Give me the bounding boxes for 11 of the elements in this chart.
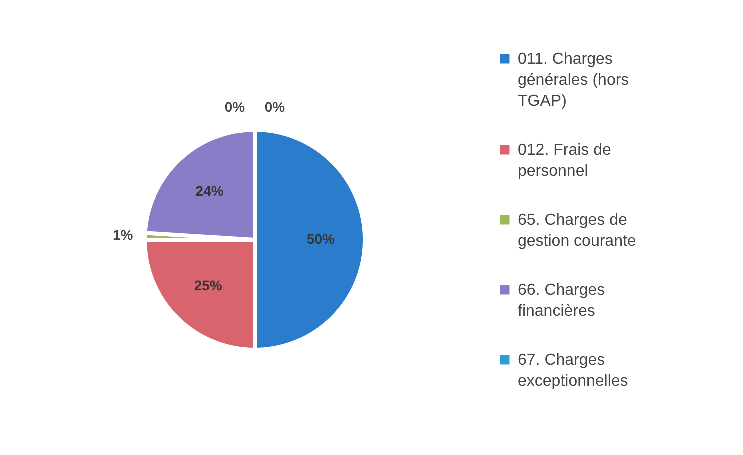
legend-label: 012. Frais de personnel xyxy=(518,142,612,180)
data-label: 24% xyxy=(196,182,224,199)
text: 0% xyxy=(264,99,286,115)
legend-label: 011. Charges générales (hors TGAP) xyxy=(518,51,630,110)
data-label: 25% xyxy=(194,278,223,294)
data-label: 1% xyxy=(112,226,134,243)
legend-label: 67. Charges exceptionnelles xyxy=(518,352,628,390)
legend-label: 66. Charges financières xyxy=(518,282,606,320)
text: 0% xyxy=(224,99,246,115)
legend-label: 65. Charges de gestion courante xyxy=(518,212,636,250)
data-label: 50% xyxy=(306,231,336,247)
